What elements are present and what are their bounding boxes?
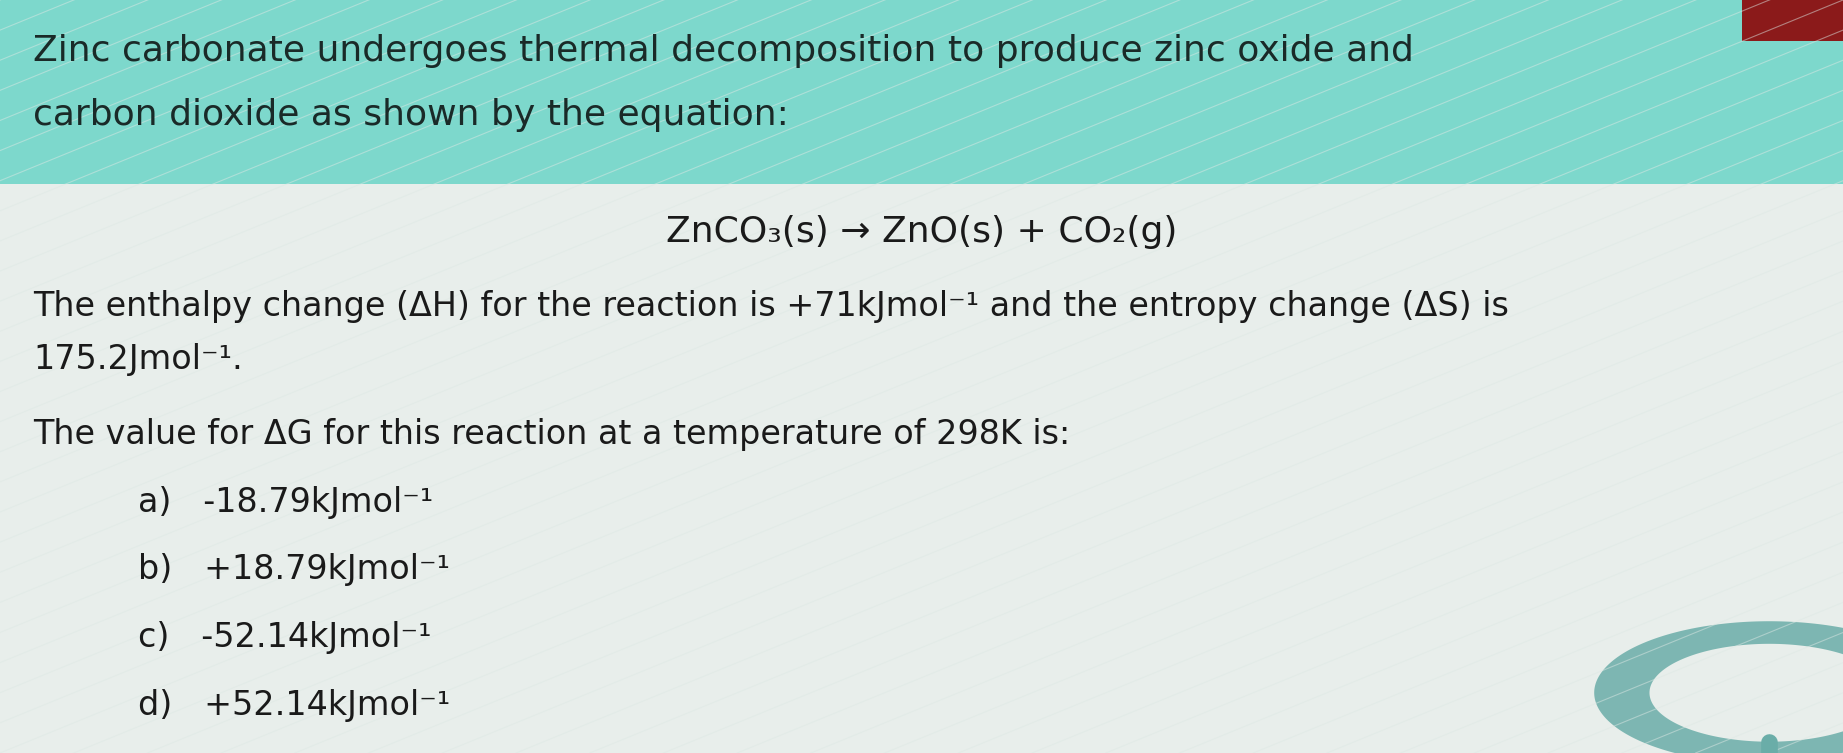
FancyBboxPatch shape: [0, 0, 1843, 184]
Text: The value for ΔG for this reaction at a temperature of 298K is:: The value for ΔG for this reaction at a …: [33, 418, 1071, 451]
Text: carbon dioxide as shown by the equation:: carbon dioxide as shown by the equation:: [33, 98, 789, 132]
Text: c)   -52.14kJmol⁻¹: c) -52.14kJmol⁻¹: [138, 621, 431, 654]
Text: 175.2Jmol⁻¹.: 175.2Jmol⁻¹.: [33, 343, 243, 376]
Text: a)   -18.79kJmol⁻¹: a) -18.79kJmol⁻¹: [138, 486, 433, 519]
FancyBboxPatch shape: [1742, 0, 1843, 41]
Text: d)   +52.14kJmol⁻¹: d) +52.14kJmol⁻¹: [138, 689, 450, 722]
Text: b)   +18.79kJmol⁻¹: b) +18.79kJmol⁻¹: [138, 553, 450, 587]
Text: Zinc carbonate undergoes thermal decomposition to produce zinc oxide and: Zinc carbonate undergoes thermal decompo…: [33, 34, 1414, 68]
Text: The enthalpy change (ΔH) for the reaction is +71kJmol⁻¹ and the entropy change (: The enthalpy change (ΔH) for the reactio…: [33, 290, 1509, 323]
Text: ZnCO₃(s) → ZnO(s) + CO₂(g): ZnCO₃(s) → ZnO(s) + CO₂(g): [665, 215, 1178, 248]
Polygon shape: [1594, 621, 1843, 753]
